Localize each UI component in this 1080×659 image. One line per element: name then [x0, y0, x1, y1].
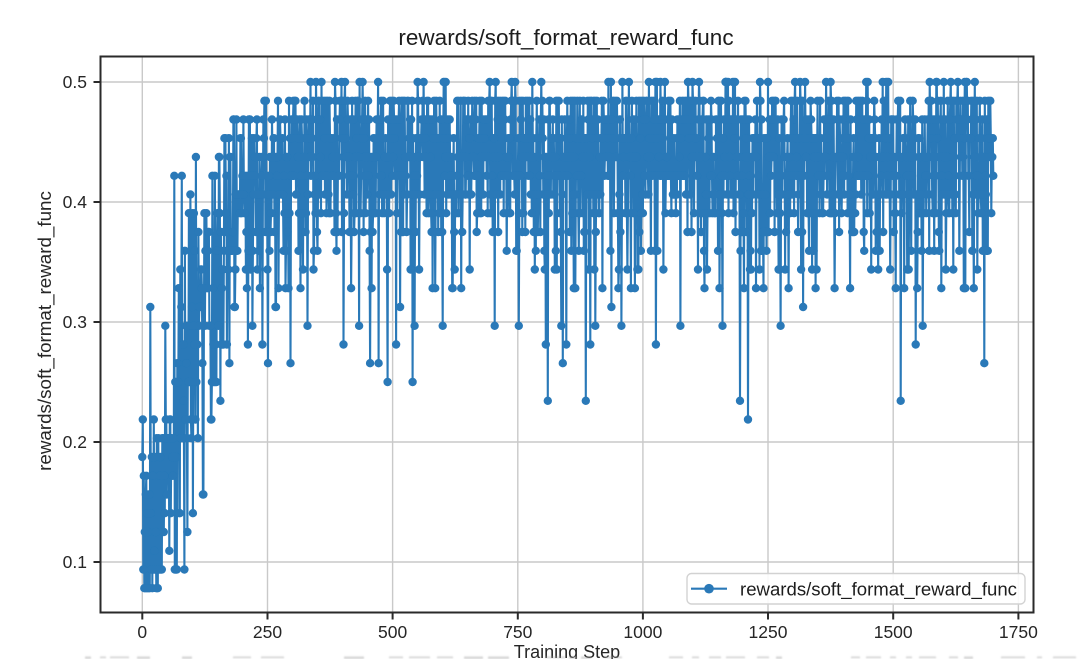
svg-text:1000: 1000 — [623, 622, 662, 642]
svg-text:rewards/soft_format_reward_fun: rewards/soft_format_reward_func — [398, 25, 733, 50]
svg-text:rewards/soft_format_reward_fun: rewards/soft_format_reward_func — [740, 579, 1017, 601]
svg-text:0.1: 0.1 — [63, 552, 87, 572]
svg-text:750: 750 — [503, 622, 532, 642]
svg-text:0.2: 0.2 — [63, 432, 87, 452]
svg-text:rewards/soft_format_reward_fun: rewards/soft_format_reward_func — [34, 191, 56, 471]
svg-text:0.4: 0.4 — [63, 192, 88, 212]
svg-text:500: 500 — [378, 622, 407, 642]
svg-text:1250: 1250 — [749, 622, 788, 642]
svg-text:Training Step: Training Step — [514, 642, 620, 659]
svg-text:0: 0 — [137, 622, 147, 642]
svg-text:1750: 1750 — [999, 622, 1038, 642]
svg-text:0.5: 0.5 — [63, 72, 87, 92]
svg-text:250: 250 — [253, 622, 282, 642]
svg-text:1500: 1500 — [874, 622, 913, 642]
svg-text:0.3: 0.3 — [63, 312, 87, 332]
